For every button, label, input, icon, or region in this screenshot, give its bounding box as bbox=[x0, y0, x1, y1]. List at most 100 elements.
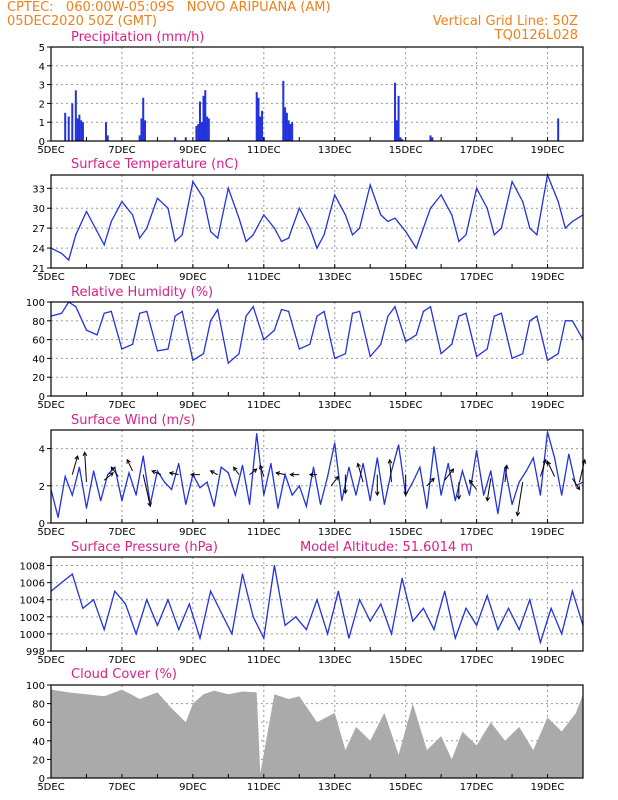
wind-point bbox=[312, 466, 315, 468]
press-point bbox=[422, 607, 424, 609]
press-series-line bbox=[50, 565, 584, 645]
temp-point bbox=[451, 214, 453, 216]
temp-series-line bbox=[50, 172, 584, 262]
rh-point bbox=[181, 310, 183, 312]
wind-arrow bbox=[169, 472, 179, 476]
temp-point bbox=[210, 230, 212, 233]
wind-arrow-head bbox=[334, 475, 339, 481]
temp-point bbox=[405, 230, 407, 233]
press-point bbox=[114, 590, 116, 592]
rh-point bbox=[465, 312, 467, 314]
wind-point bbox=[433, 446, 435, 448]
press-point bbox=[529, 599, 531, 601]
temp-point bbox=[500, 227, 503, 229]
press-point bbox=[188, 603, 190, 605]
cloud-title: Cloud Cover (%) bbox=[71, 667, 177, 682]
precip-bar bbox=[195, 125, 198, 141]
wind-arrow bbox=[249, 468, 258, 476]
temp-point bbox=[252, 234, 254, 236]
press-point bbox=[252, 616, 254, 618]
precip-bar bbox=[557, 118, 560, 141]
press-point bbox=[61, 582, 63, 584]
wind-point bbox=[78, 466, 80, 468]
precip-bar bbox=[140, 118, 143, 141]
wind-point bbox=[490, 470, 492, 472]
press-point bbox=[305, 629, 307, 631]
rh-point bbox=[192, 359, 194, 361]
temp-frame bbox=[50, 174, 584, 269]
precip-bar bbox=[202, 95, 205, 141]
temp-point bbox=[217, 237, 219, 239]
precip-bar bbox=[429, 135, 432, 141]
wind-arrow-head bbox=[110, 466, 116, 472]
temp-point bbox=[156, 197, 158, 199]
precip-ytick-label: 2 bbox=[39, 99, 45, 110]
precip-xtick-label: 11DEC bbox=[247, 145, 281, 156]
wind-point bbox=[298, 485, 300, 487]
temp-point bbox=[103, 244, 105, 246]
wind-arrow bbox=[259, 465, 265, 477]
precip-bar bbox=[204, 90, 207, 141]
wind-point bbox=[376, 457, 378, 459]
temp-ytick-label: 21 bbox=[32, 264, 45, 275]
wind-point bbox=[227, 472, 229, 474]
header-grid-line: Vertical Grid Line: 50Z bbox=[432, 14, 578, 29]
rh-point bbox=[288, 310, 290, 312]
wind-arrow-head bbox=[449, 468, 455, 474]
wind-point bbox=[241, 464, 244, 466]
temp-point bbox=[571, 220, 573, 223]
press-point bbox=[486, 594, 488, 597]
press-xtick-label: 19DEC bbox=[531, 655, 565, 666]
temp-point bbox=[68, 259, 70, 261]
temp-point bbox=[288, 237, 290, 239]
wind-arrow bbox=[142, 474, 151, 507]
temp-point bbox=[440, 194, 442, 196]
wind-point bbox=[249, 503, 251, 505]
wind-point bbox=[256, 433, 258, 435]
rh-ytick-label: 60 bbox=[32, 336, 45, 347]
temp-point bbox=[351, 234, 354, 236]
cloud-xtick-label: 9DEC bbox=[179, 782, 206, 793]
rh-point bbox=[309, 343, 311, 345]
rh-point bbox=[96, 334, 98, 336]
wind-point bbox=[85, 507, 88, 509]
press-xtick-label: 9DEC bbox=[179, 655, 206, 666]
press-ytick-label: 1006 bbox=[20, 579, 45, 590]
rh-point bbox=[298, 348, 300, 350]
wind-arrow-head bbox=[275, 471, 281, 476]
wind-arrow-head bbox=[546, 460, 552, 466]
rh-point bbox=[334, 357, 336, 359]
temp-point bbox=[369, 184, 371, 186]
wind-xtick-label: 9DEC bbox=[179, 527, 206, 538]
press-point bbox=[390, 633, 393, 635]
temp-point bbox=[202, 197, 205, 199]
temp-point bbox=[493, 234, 495, 236]
wind-point bbox=[554, 457, 556, 459]
rh-point bbox=[557, 353, 559, 355]
panel-wind: Surface Wind (m/s) 0 2 4 5DEC 7DEC 9DEC 11DEC 13… bbox=[37, 413, 587, 538]
press-point bbox=[284, 624, 286, 626]
temp-title: Surface Temperature (nC) bbox=[71, 157, 239, 172]
wind-point bbox=[440, 494, 442, 496]
rh-point bbox=[139, 312, 141, 314]
temp-point bbox=[476, 187, 478, 189]
temp-point bbox=[344, 214, 346, 216]
wind-arrow bbox=[516, 482, 524, 516]
precip-xtick-label: 17DEC bbox=[460, 145, 494, 156]
cloud-xtick-label: 11DEC bbox=[247, 782, 281, 793]
precip-ytick-label: 1 bbox=[39, 118, 45, 129]
temp-point bbox=[139, 237, 141, 239]
temp-point bbox=[121, 200, 123, 203]
wind-point bbox=[532, 457, 534, 459]
rh-point bbox=[405, 340, 407, 343]
wind-point bbox=[561, 494, 563, 496]
wind-point bbox=[100, 500, 102, 502]
temp-point bbox=[174, 240, 176, 243]
press-point bbox=[444, 590, 446, 592]
precip-bar bbox=[200, 122, 203, 141]
rh-point bbox=[156, 350, 158, 352]
press-point bbox=[263, 637, 265, 639]
press-point bbox=[571, 590, 573, 592]
temp-xtick-label: 7DEC bbox=[108, 272, 135, 283]
press-ytick-label: 1000 bbox=[20, 630, 45, 641]
